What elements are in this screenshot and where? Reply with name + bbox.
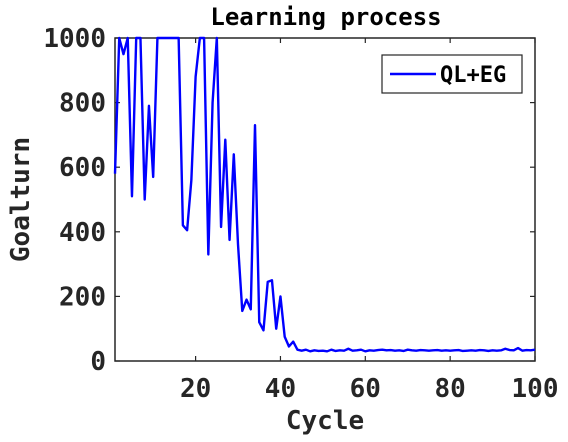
x-tick-label: 100 [512,374,559,404]
y-tick-label: 600 [59,153,106,183]
x-tick-label: 40 [265,374,296,404]
x-tick-label: 80 [434,374,465,404]
x-axis-label: Cycle [286,406,364,436]
series-line-ql-eg [113,36,536,353]
y-axis-label: Goalturn [6,137,36,262]
legend: QL+EG [381,54,523,94]
y-tick-label: 800 [59,89,106,119]
y-tick-label: 1000 [43,24,106,54]
legend-label: QL+EG [440,63,506,88]
y-tick-label: 400 [59,218,106,248]
x-tick-label: 20 [180,374,211,404]
y-tick-label: 200 [59,282,106,312]
y-tick-label: 0 [90,347,106,377]
chart-title: Learning process [210,3,441,31]
x-tick-label: 60 [350,374,381,404]
